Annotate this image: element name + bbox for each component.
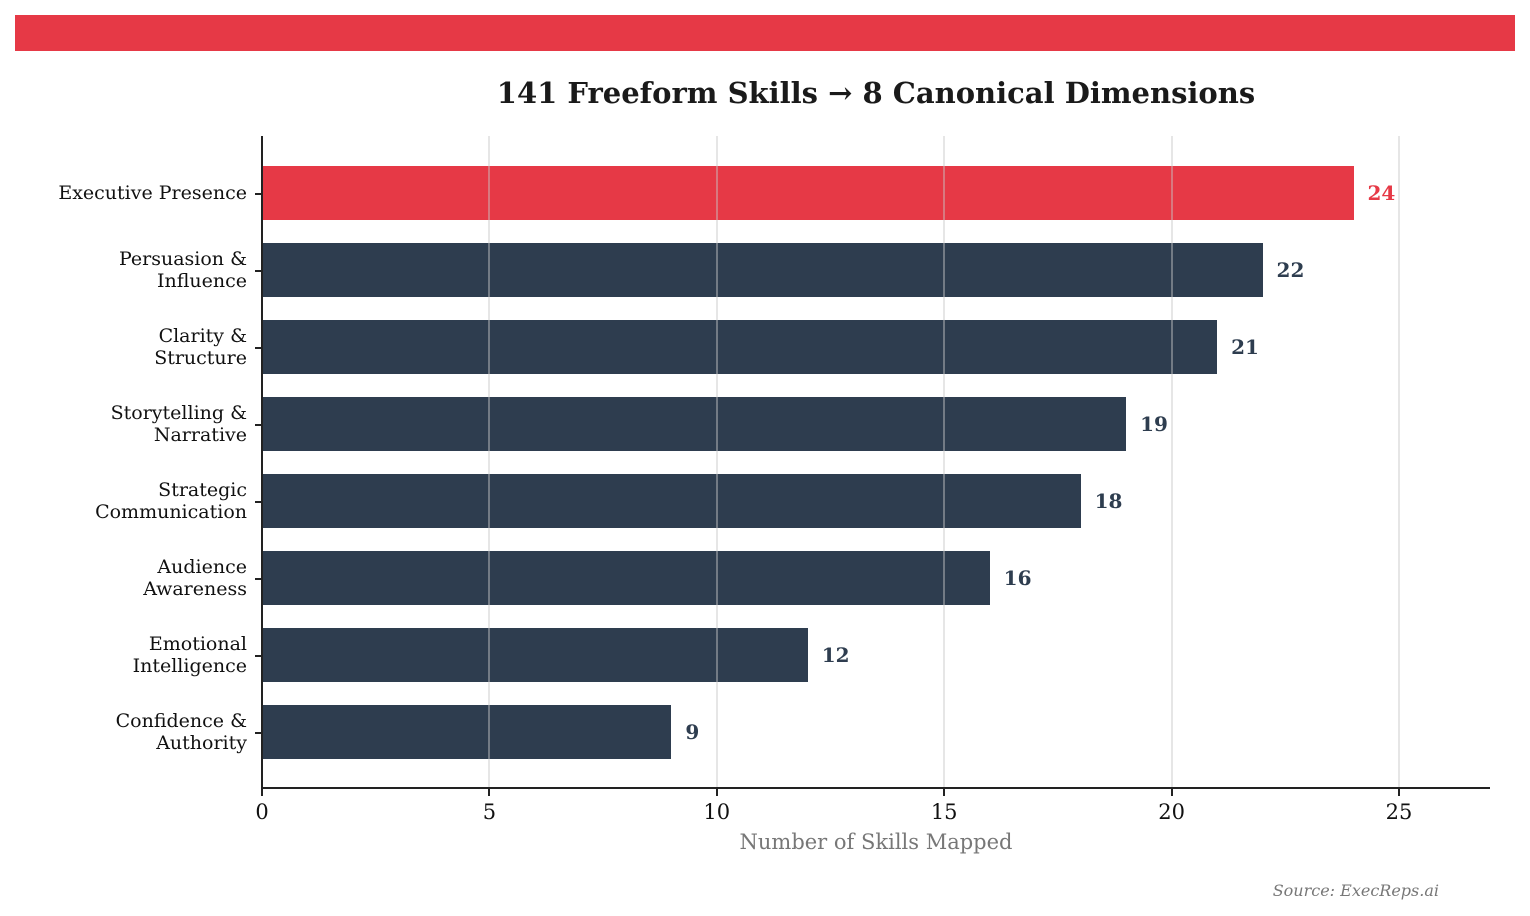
x-axis-title: Number of Skills Mapped bbox=[739, 830, 1013, 854]
gridline bbox=[488, 136, 491, 788]
x-axis-line bbox=[261, 787, 1490, 789]
top-banner bbox=[15, 15, 1515, 51]
bar bbox=[262, 628, 808, 682]
bar-value-label: 19 bbox=[1140, 412, 1168, 436]
y-axis-line bbox=[261, 136, 263, 789]
x-tick-label: 10 bbox=[703, 800, 731, 824]
x-tick bbox=[943, 789, 946, 796]
bar-value-label: 12 bbox=[821, 643, 850, 667]
x-tick-label: 0 bbox=[255, 800, 269, 824]
y-category-label: Emotional Intelligence bbox=[132, 633, 247, 677]
chart-title: 141 Freeform Skills → 8 Canonical Dimens… bbox=[496, 76, 1256, 110]
x-tick bbox=[715, 789, 718, 796]
bar bbox=[262, 243, 1263, 297]
y-category-label: Strategic Communication bbox=[95, 479, 247, 523]
bar bbox=[262, 705, 672, 759]
gridline bbox=[1170, 136, 1173, 788]
plot-area: 24 22 21 19 18 16 12 9 bbox=[262, 136, 1490, 788]
y-tick bbox=[255, 578, 262, 580]
bar-value-label: 22 bbox=[1276, 258, 1305, 282]
bar bbox=[262, 551, 990, 605]
y-tick bbox=[255, 193, 262, 195]
bar-value-label: 24 bbox=[1367, 181, 1396, 205]
gridline bbox=[1398, 136, 1400, 788]
bar-value-label: 21 bbox=[1231, 335, 1259, 359]
x-tick bbox=[1170, 789, 1173, 796]
x-tick bbox=[261, 789, 263, 796]
x-tick-label: 15 bbox=[930, 800, 958, 824]
x-tick-label: 5 bbox=[482, 800, 497, 824]
bar bbox=[262, 166, 1354, 220]
y-category-label: Audience Awareness bbox=[143, 556, 247, 600]
y-tick bbox=[255, 501, 262, 503]
bar-value-label: 18 bbox=[1094, 489, 1123, 513]
y-tick bbox=[255, 347, 262, 349]
y-category-label: Clarity & Structure bbox=[154, 325, 247, 369]
x-tick bbox=[1398, 789, 1400, 796]
bar bbox=[262, 320, 1218, 374]
y-category-label: Persuasion & Influence bbox=[118, 248, 247, 292]
source-note: Source: ExecReps.ai bbox=[1272, 881, 1439, 900]
y-category-label: Executive Presence bbox=[58, 182, 247, 204]
y-tick bbox=[255, 424, 262, 426]
y-category-label: Storytelling & Narrative bbox=[110, 402, 247, 446]
y-category-label: Confidence & Authority bbox=[115, 710, 247, 754]
bar-value-label: 16 bbox=[1003, 566, 1032, 590]
bar-value-label: 9 bbox=[685, 720, 700, 744]
y-tick bbox=[255, 732, 262, 734]
gridline bbox=[943, 136, 946, 788]
x-tick-label: 25 bbox=[1385, 800, 1413, 824]
gridline bbox=[715, 136, 718, 788]
bar bbox=[262, 397, 1127, 451]
y-tick bbox=[255, 270, 262, 272]
bar bbox=[262, 474, 1081, 528]
y-tick bbox=[255, 655, 262, 657]
x-tick-label: 20 bbox=[1158, 800, 1185, 824]
x-tick bbox=[488, 789, 491, 796]
